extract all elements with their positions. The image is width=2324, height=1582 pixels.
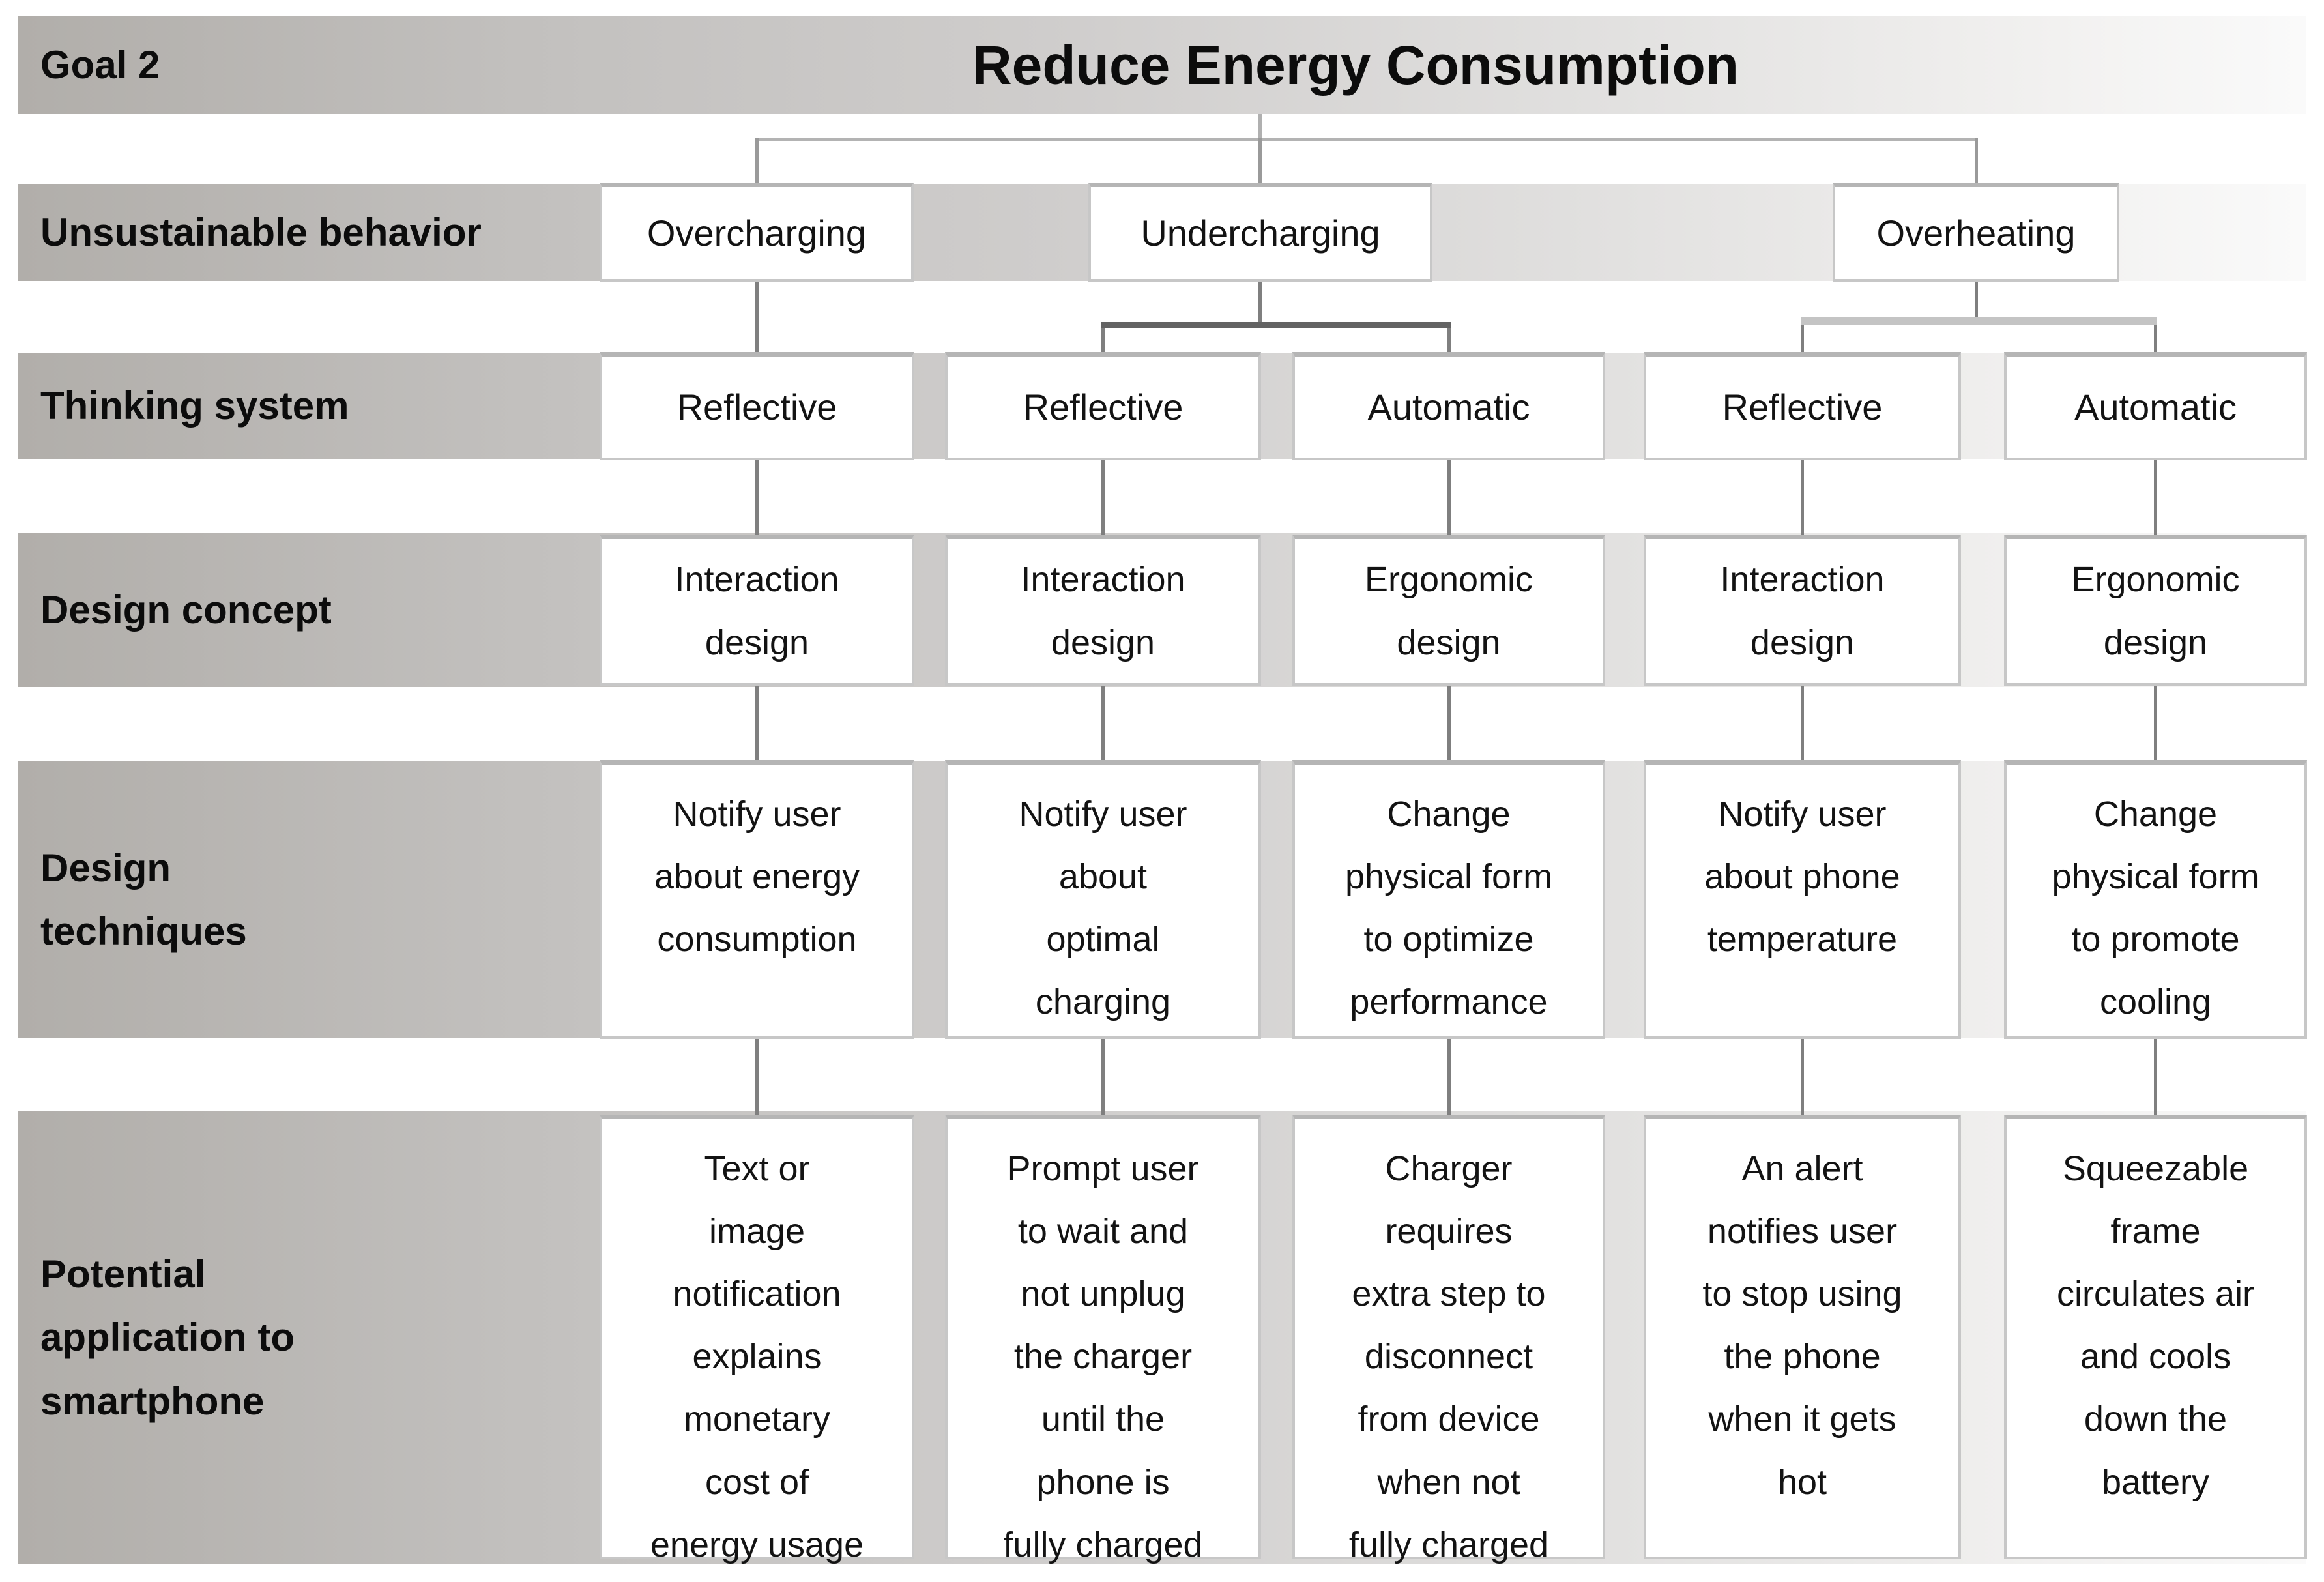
connector-col3-concept-technique [1447, 686, 1451, 760]
connector-col1-technique-application [755, 1039, 759, 1115]
connector-undercharging-riser [1258, 282, 1262, 323]
connector-title-riser [1258, 114, 1262, 141]
connector-drop-overheating [1975, 138, 1978, 184]
connector-col5-technique-application [2154, 1039, 2157, 1115]
concept-box-col1: Interaction design [600, 535, 914, 686]
connector-col3-technique-application [1447, 1039, 1451, 1115]
application-box-col3: Charger requires extra step to disconnec… [1292, 1115, 1605, 1564]
thinking-box-col2: Reflective [945, 352, 1261, 460]
behavior-box-overheating: Overheating [1833, 183, 2119, 282]
connector-overheating-riser [1975, 282, 1978, 318]
technique-box-col1: Notify user about energy consumption [600, 760, 914, 1039]
connector-drop-overcharging [755, 138, 759, 184]
thinking-box-col4: Reflective [1644, 352, 1961, 460]
title-wrap: Reduce Energy Consumption [600, 16, 2112, 114]
header-band: Goal 2 [18, 16, 2306, 114]
thinking-box-col1: Reflective [600, 352, 914, 460]
connector-col3-thinking-concept [1447, 460, 1451, 535]
thinking-box-col3: Automatic [1292, 352, 1605, 460]
technique-box-col3: Change physical form to optimize perform… [1292, 760, 1605, 1039]
connector-col5-concept-technique [2154, 686, 2157, 760]
thinking-box-col5: Automatic [2004, 352, 2307, 460]
row-label-thinking-system: Thinking system [40, 384, 349, 428]
connector-col5-thinking-concept [2154, 460, 2157, 535]
row-label-design-techniques: Design techniques [40, 845, 247, 953]
application-box-col4: An alert notifies user to stop using the… [1644, 1115, 1961, 1559]
concept-box-col4: Interaction design [1644, 535, 1961, 686]
connector-undercharging-drop-right [1447, 328, 1451, 353]
connector-col2-technique-application [1101, 1039, 1105, 1115]
technique-box-col2: Notify user about optimal charging [945, 760, 1261, 1039]
row-label-potential-application: Potential application to smartphone [40, 1252, 295, 1423]
connector-overheating-drop-left [1801, 325, 1804, 353]
goal-label: Goal 2 [40, 43, 160, 87]
connector-col4-thinking-concept [1801, 460, 1804, 535]
concept-box-col2: Interaction design [945, 535, 1261, 686]
application-box-col5: Squeezable frame circulates air and cool… [2004, 1115, 2307, 1559]
connector-col1-thinking-concept [755, 460, 759, 535]
application-box-col2: Prompt user to wait and not unplug the c… [945, 1115, 1261, 1564]
concept-box-col5: Ergonomic design [2004, 535, 2307, 686]
row-label-unsustainable-behavior: Unsustainable behavior [40, 211, 482, 255]
connector-overheating-branch-bar [1801, 317, 2157, 325]
connector-overcharging-reflective [755, 282, 759, 353]
connector-col1-concept-technique [755, 686, 759, 760]
behavior-box-undercharging: Undercharging [1088, 183, 1432, 282]
page-title: Reduce Energy Consumption [972, 34, 1739, 96]
connector-top-branch [755, 138, 1978, 141]
concept-box-col3: Ergonomic design [1292, 535, 1605, 686]
connector-drop-undercharging [1258, 138, 1262, 184]
connector-col2-concept-technique [1101, 686, 1105, 760]
connector-col4-concept-technique [1801, 686, 1804, 760]
connector-col2-thinking-concept [1101, 460, 1105, 535]
behavior-box-overcharging: Overcharging [600, 183, 914, 282]
application-box-col1: Text or image notification explains mone… [600, 1115, 914, 1564]
row-label-design-concept: Design concept [40, 588, 332, 632]
technique-box-col5: Change physical form to promote cooling [2004, 760, 2307, 1039]
connector-undercharging-branch-bar [1101, 322, 1451, 328]
connector-col4-technique-application [1801, 1039, 1804, 1115]
connector-undercharging-drop-left [1101, 328, 1105, 353]
connector-overheating-drop-right [2154, 325, 2157, 353]
technique-box-col4: Notify user about phone temperature [1644, 760, 1961, 1039]
